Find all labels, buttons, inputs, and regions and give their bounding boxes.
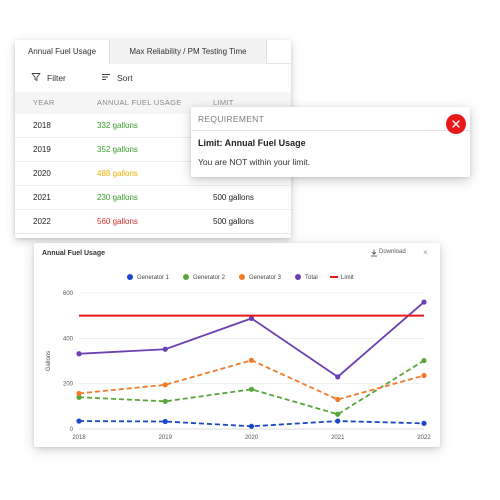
data-point: [248, 423, 255, 429]
x-tick-label: 2022: [417, 435, 431, 441]
data-point: [162, 382, 168, 388]
cell-limit: 500 gallons: [213, 193, 254, 202]
chart-close-button[interactable]: ×: [423, 248, 428, 257]
data-point: [421, 420, 427, 426]
legend-label: Limit: [341, 275, 354, 281]
sort-label: Sort: [117, 73, 133, 83]
cell-year: 2021: [33, 193, 51, 202]
y-tick-label: 200: [63, 382, 74, 388]
data-point: [421, 372, 427, 379]
requirement-message: You are NOT within your limit.: [198, 157, 310, 167]
table-toolbar: Filter Sort: [15, 64, 291, 92]
tab-annual-fuel-usage[interactable]: Annual Fuel Usage: [15, 40, 109, 64]
requirement-popup: REQUIREMENT Limit: Annual Fuel Usage You…: [191, 107, 470, 177]
legend-marker: [127, 274, 133, 280]
data-point: [335, 374, 341, 380]
data-point: [162, 418, 168, 425]
chart-title: Annual Fuel Usage: [42, 250, 106, 257]
cell-year: 2022: [33, 217, 51, 226]
legend-label: Generator 3: [249, 275, 282, 281]
data-point: [335, 396, 341, 403]
data-point: [248, 386, 255, 392]
legend-label: Generator 1: [137, 275, 170, 281]
legend-marker: [183, 274, 189, 280]
fuel-usage-chart: 0 200 400 600 2018 2019 2020 2021 2022 Gallons Gen…: [46, 274, 431, 441]
x-tick-label: 2021: [331, 435, 345, 441]
cell-year: 2018: [33, 121, 51, 130]
download-label: Download: [379, 249, 406, 255]
tab-max-reliability[interactable]: Max Reliability / PM Testing Time: [109, 40, 267, 64]
y-tick-label: 400: [63, 336, 74, 342]
cell-usage: 332 gallons: [97, 121, 138, 130]
table-row[interactable]: 2021 230 gallons 500 gallons: [15, 186, 291, 210]
data-point: [335, 411, 341, 417]
requirement-label: REQUIREMENT: [198, 114, 265, 124]
filter-label: Filter: [47, 73, 66, 83]
cell-limit: 500 gallons: [213, 217, 254, 226]
data-point: [248, 315, 255, 321]
legend-marker: [239, 274, 245, 280]
table-row[interactable]: 2022 560 gallons 500 gallons: [15, 210, 291, 234]
cell-year: 2019: [33, 145, 51, 154]
legend-label: Generator 2: [193, 275, 226, 281]
table-row[interactable]: 2019 352 gallons: [15, 138, 291, 162]
series-line: [78, 359, 425, 416]
sort-icon: [102, 74, 110, 80]
data-point: [76, 394, 82, 400]
x-tick-label: 2020: [245, 435, 259, 441]
filter-icon: [31, 73, 41, 81]
y-tick-label: 600: [63, 291, 74, 297]
requirement-header: REQUIREMENT: [191, 107, 470, 131]
col-header-year[interactable]: YEAR: [33, 98, 55, 107]
cell-usage: 230 gallons: [97, 193, 138, 202]
series-line: [78, 359, 425, 401]
legend-label: Total: [305, 275, 318, 281]
data-point: [76, 390, 82, 397]
table-row[interactable]: 2020 488 gallons: [15, 162, 291, 186]
requirement-title: Limit: Annual Fuel Usage: [198, 138, 306, 148]
data-point: [421, 299, 427, 305]
sort-button[interactable]: Sort: [101, 64, 151, 92]
x-tick-label: 2018: [72, 435, 86, 441]
data-point: [248, 357, 255, 363]
x-tick-label: 2019: [159, 435, 173, 441]
filter-button[interactable]: Filter: [31, 64, 83, 92]
series-line: [78, 301, 425, 378]
table-row[interactable]: 2018 332 gallons: [15, 114, 291, 138]
data-point: [76, 418, 82, 424]
y-axis-label: Gallons: [46, 351, 52, 371]
data-point: [335, 418, 341, 424]
cell-usage: 560 gallons: [97, 217, 138, 226]
cell-year: 2020: [33, 169, 51, 178]
tab-bar: Annual Fuel Usage Max Reliability / PM T…: [15, 40, 291, 64]
col-header-annual-fuel-usage[interactable]: ANNUAL FUEL USAGE: [97, 98, 182, 107]
y-tick-label: 0: [70, 427, 74, 433]
fuel-usage-chart-card: 0 200 400 600 2018 2019 2020 2021 2022 Gallons Gen…: [34, 243, 440, 447]
data-point: [76, 351, 82, 357]
close-icon: [452, 120, 460, 128]
close-button[interactable]: [446, 114, 466, 134]
cell-usage: 488 gallons: [97, 169, 138, 178]
data-point: [421, 357, 427, 364]
data-point: [162, 346, 168, 352]
data-point: [162, 398, 168, 404]
cell-usage: 352 gallons: [97, 145, 138, 154]
download-icon: [371, 249, 377, 257]
legend-marker: [295, 274, 301, 280]
col-header-limit[interactable]: LIMIT: [213, 98, 234, 107]
